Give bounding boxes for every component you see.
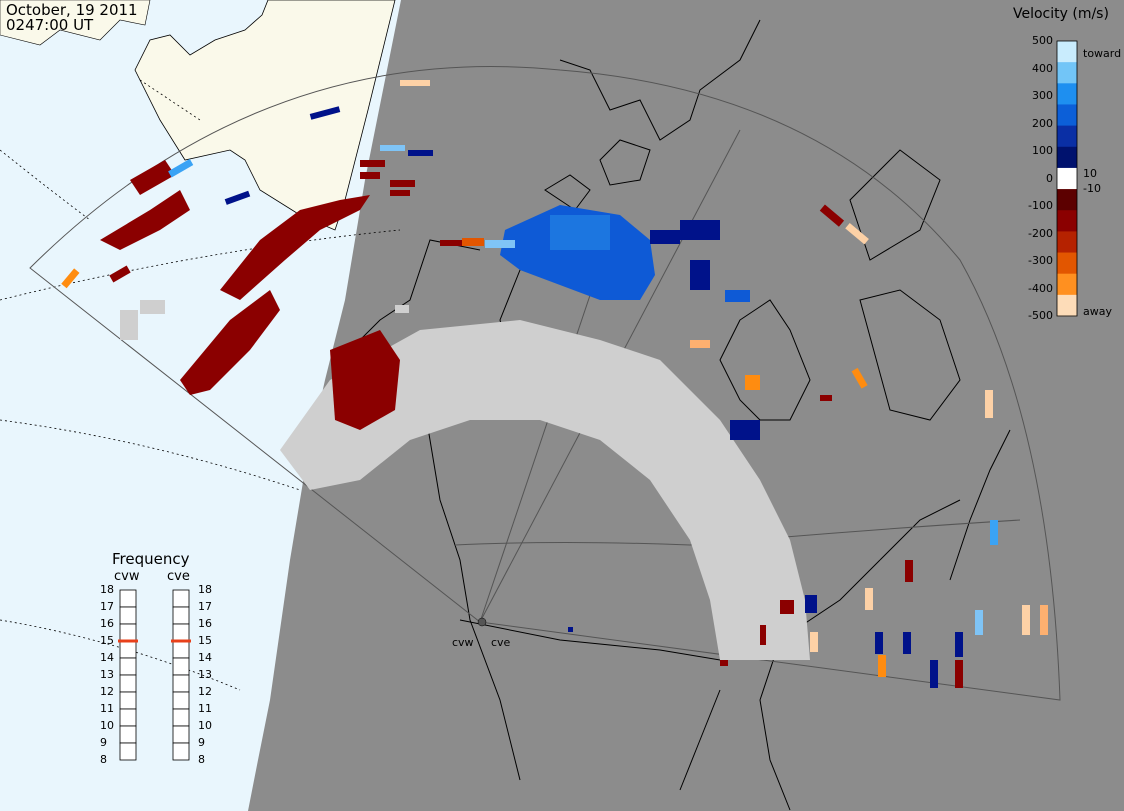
- velocity-tick: -500: [1028, 309, 1053, 322]
- colorbar-segment: [1057, 83, 1077, 105]
- frequency-cell: [119, 742, 137, 761]
- velocity-tick: -200: [1028, 226, 1053, 240]
- velocity-inner-label-neg: -10: [1083, 182, 1101, 195]
- dark-red-echoes: [100, 160, 963, 688]
- frequency-title: Frequency: [112, 550, 190, 568]
- frequency-tick-right: 8: [198, 753, 205, 766]
- frequency-tick-left: 12: [100, 685, 114, 698]
- frequency-tick-left: 14: [100, 651, 114, 664]
- frequency-cell: [119, 589, 137, 608]
- radar-label-cve: cve: [491, 636, 511, 649]
- frequency-cell: [172, 742, 190, 761]
- day-land-siberia: [0, 0, 151, 46]
- colorbar-segment: [1057, 104, 1077, 127]
- frequency-tick-left: 18: [100, 583, 114, 596]
- frequency-cell: [119, 640, 137, 659]
- colorbar-segment: [1057, 210, 1077, 232]
- velocity-colorbar: [1056, 40, 1078, 317]
- frequency-tick-right: 10: [198, 719, 212, 732]
- frequency-cell: [119, 725, 137, 744]
- frequency-column-cve: cve: [167, 569, 190, 584]
- colorbar-segment: [1057, 189, 1077, 211]
- frequency-tick-right: 13: [198, 668, 212, 681]
- frequency-tick-left: 11: [100, 702, 114, 715]
- velocity-away-label: away: [1083, 305, 1112, 318]
- frequency-cell: [119, 691, 137, 710]
- frequency-tick-right: 18: [198, 583, 212, 596]
- gray-scatter: [120, 300, 810, 660]
- colorbar-segment: [1057, 41, 1077, 63]
- away-echoes: [61, 80, 1048, 677]
- frequency-cell: [172, 657, 190, 676]
- colorbar-segment: [1057, 125, 1077, 148]
- frequency-tick-left: 8: [100, 753, 107, 766]
- date-label: October, 19 2011: [6, 1, 138, 19]
- frequency-cell: [172, 708, 190, 727]
- velocity-tick: -300: [1028, 254, 1053, 267]
- velocity-tick: 0: [1046, 171, 1053, 185]
- velocity-tick: 200: [1032, 116, 1053, 130]
- colorbar-frame: [1056, 40, 1078, 317]
- frequency-tick-right: 17: [198, 600, 212, 613]
- frequency-cell: [119, 674, 137, 693]
- frequency-cell: [172, 674, 190, 693]
- frequency-panel: [118, 589, 191, 761]
- frequency-tick-left: 15: [100, 634, 114, 647]
- velocity-toward-label: toward: [1083, 47, 1122, 60]
- frequency-tick-right: 9: [198, 736, 205, 749]
- radar-label-cvw: cvw: [452, 636, 474, 649]
- frequency-cell: [172, 606, 190, 625]
- frequency-cell: [119, 708, 137, 727]
- frequency-tick-left: 17: [100, 600, 114, 613]
- blue-echoes: [168, 106, 998, 688]
- velocity-tick: 500: [1032, 34, 1053, 47]
- frequency-column-cvw: cvw: [114, 569, 140, 584]
- colorbar-segment: [1057, 294, 1077, 317]
- velocity-tick: 300: [1032, 89, 1053, 102]
- colorbar-segment: [1057, 273, 1077, 296]
- frequency-tick-right: 14: [198, 651, 212, 664]
- velocity-tick: -400: [1028, 281, 1053, 295]
- frequency-cell: [172, 725, 190, 744]
- velocity-inner-label-pos: 10: [1083, 167, 1097, 180]
- velocity-title: Velocity (m/s): [1013, 6, 1109, 22]
- frequency-tick-right: 12: [198, 685, 212, 698]
- frequency-tick-left: 13: [100, 668, 114, 681]
- frequency-cell: [119, 606, 137, 625]
- frequency-cell: [172, 640, 190, 659]
- frequency-tick-left: 16: [100, 617, 114, 630]
- frequency-cell: [172, 589, 190, 608]
- frequency-cell: [119, 657, 137, 676]
- time-label: 0247:00 UT: [6, 16, 94, 34]
- velocity-tick: -100: [1028, 199, 1053, 212]
- velocity-tick: 100: [1032, 144, 1053, 157]
- frequency-cell: [172, 623, 190, 642]
- frequency-cell: [172, 691, 190, 710]
- frequency-tick-right: 16: [198, 617, 212, 630]
- frequency-cell: [119, 623, 137, 642]
- colorbar-segment: [1057, 146, 1077, 169]
- radar-sites: [477, 617, 573, 632]
- colorbar-segment: [1057, 167, 1077, 190]
- frequency-tick-left: 10: [100, 719, 114, 732]
- colorbar-segment: [1057, 62, 1077, 84]
- colorbar-segment: [1057, 231, 1077, 254]
- frequency-tick-right: 15: [198, 634, 212, 647]
- colorbar-segment: [1057, 252, 1077, 275]
- velocity-tick: 400: [1032, 61, 1053, 75]
- frequency-tick-left: 9: [100, 736, 107, 749]
- frequency-tick-right: 11: [198, 702, 212, 715]
